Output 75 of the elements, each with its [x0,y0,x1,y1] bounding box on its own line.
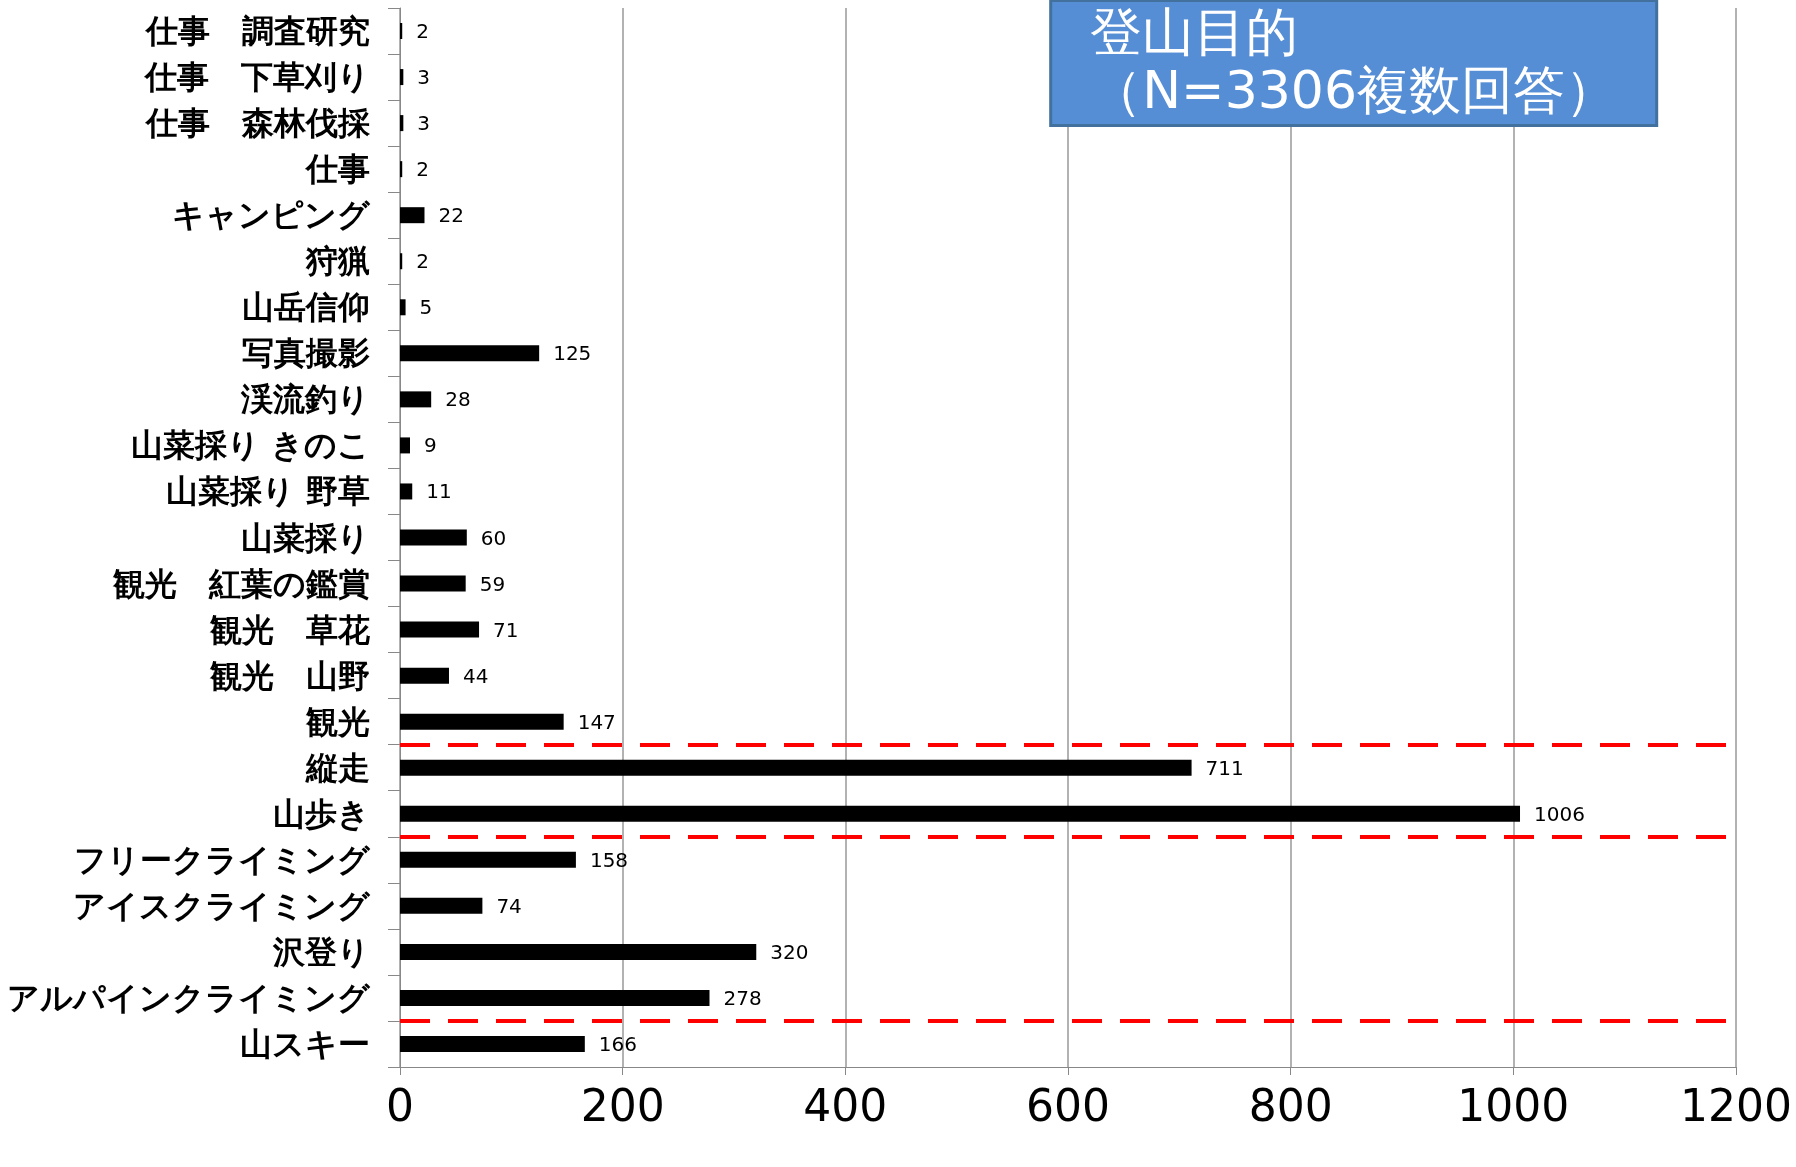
y-tick-label: 沢登り [272,932,370,971]
data-label: 28 [445,387,471,412]
y-tick-label: 山菜採り [241,518,370,557]
y-tick-label: 観光 紅葉の鑑賞 [112,564,370,603]
data-label: 74 [496,893,522,918]
bar [400,529,467,546]
bar [400,943,757,960]
bar [400,575,466,592]
x-tick-label: 1000 [1457,1079,1570,1131]
bar [400,207,425,224]
data-label: 3 [417,65,431,90]
data-label: 59 [479,571,506,596]
data-label: 60 [480,525,507,550]
y-tick-label: 仕事 下草刈り [143,58,370,97]
data-label: 320 [770,939,809,964]
bar [400,667,449,684]
data-label: 3 [417,111,431,136]
data-label: 711 [1205,755,1244,780]
bar [400,897,483,914]
y-tick-label: 仕事 調査研究 [144,12,370,51]
y-tick-label: キャンピング [172,196,371,235]
y-tick-label: 観光 山野 [209,656,370,695]
data-label: 1006 [1534,801,1585,826]
data-label: 9 [424,433,437,458]
bar [400,621,480,638]
bar [400,989,710,1006]
y-tick-label: 仕事 森林伐採 [144,104,371,143]
bar [400,805,1521,822]
data-label: 71 [493,617,519,642]
y-tick-label: アイスクライミング [73,886,371,925]
x-tick-label: 600 [1026,1079,1110,1131]
y-tick-label: 山歩き [273,794,370,833]
bar [400,713,564,730]
data-label: 125 [553,341,592,366]
bar [400,69,404,86]
data-label: 22 [438,203,464,228]
text: （N=3306複数回答） [1090,60,1618,120]
y-tick-label: 観光 [305,702,370,741]
data-label: 44 [462,663,489,688]
y-tick-label: フリークライミング [74,840,371,879]
data-label: 158 [589,847,629,872]
y-tick-label: 渓流釣り [240,380,370,419]
bar [400,115,404,132]
y-tick-label: 仕事 [304,150,370,189]
x-tick-label: 400 [803,1079,888,1131]
y-tick-label: 山スキー [240,1024,370,1063]
y-tick-label: 山菜採り 野草 [165,472,370,511]
bar [400,299,406,316]
bar [400,437,411,454]
bar [400,1035,585,1052]
x-tick-label: 200 [580,1079,665,1131]
data-label: 2 [416,19,429,44]
y-tick-label: 山菜採り きのこ [130,426,370,465]
y-tick-label: 写真撮影 [242,334,370,373]
bar [400,345,540,362]
y-tick-label: 山岳信仰 [242,288,370,327]
data-label: 2 [416,157,429,182]
y-tick-label: 狩猟 [305,242,370,281]
y-tick-label: 縦走 [305,748,370,787]
data-label: 11 [426,479,452,504]
bar [400,483,413,500]
y-tick-label: 観光 草花 [209,610,370,649]
bar [400,851,576,868]
x-tick-label: 1200 [1680,1079,1792,1131]
data-label: 5 [419,295,433,320]
chart-title: 登山目的 [1090,2,1299,62]
data-label: 278 [723,985,762,1010]
x-tick-label: 0 [386,1079,414,1131]
x-tick-label: 800 [1248,1079,1333,1131]
bar [400,391,432,408]
bar [400,759,1192,776]
data-label: 166 [598,1031,637,1056]
data-label: 2 [416,249,429,274]
y-tick-label: アルパインクライミング [7,978,371,1017]
data-label: 147 [577,709,616,734]
